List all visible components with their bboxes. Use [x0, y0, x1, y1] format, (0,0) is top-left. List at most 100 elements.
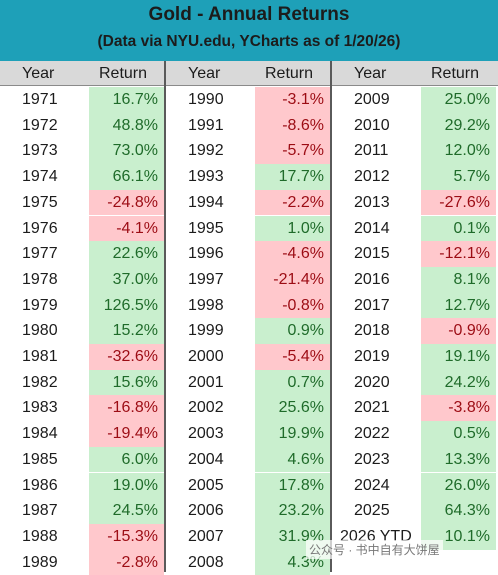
year-cell: 1989 — [22, 553, 58, 571]
return-cell: 25.0% — [421, 87, 496, 113]
table-row: 2024 26.0% — [332, 472, 498, 499]
year-cell: 1981 — [22, 348, 58, 365]
year-cell: 2020 — [354, 373, 390, 391]
year-cell: 1994 — [188, 193, 224, 211]
year-cell: 2001 — [188, 373, 224, 391]
return-cell: 0.1% — [421, 215, 496, 242]
table-row: 1987 24.5% — [0, 498, 164, 524]
header-return: Return — [99, 65, 148, 82]
table-row: 1977 22.6% — [0, 241, 164, 267]
return-cell: 17.7% — [255, 164, 330, 190]
return-cell: -15.3% — [89, 523, 164, 550]
table-row: 1982 15.6% — [0, 369, 164, 396]
return-cell: -32.6% — [89, 344, 164, 370]
year-cell: 1986 — [22, 476, 58, 494]
year-cell: 1983 — [22, 399, 58, 417]
table-row: 2018 -0.9% — [332, 318, 498, 344]
return-cell: 4.6% — [255, 446, 330, 473]
column-separator — [164, 61, 166, 572]
return-cell: 0.9% — [255, 318, 330, 344]
table-title: Gold - Annual Returns — [148, 4, 350, 25]
year-cell: 1990 — [188, 91, 224, 108]
return-cell: 16.7% — [89, 87, 164, 113]
year-cell: 1974 — [22, 168, 58, 186]
table-row: 2005 17.8% — [166, 472, 330, 499]
table-row: 2017 12.7% — [332, 292, 498, 319]
year-cell: 1993 — [188, 168, 224, 186]
year-cell: 2011 — [354, 142, 389, 160]
return-cell: 0.5% — [421, 421, 496, 447]
year-cell: 1979 — [22, 296, 58, 314]
return-cell: -19.4% — [89, 421, 164, 447]
return-cell: 23.2% — [255, 498, 330, 524]
header-return: Return — [431, 65, 480, 82]
table-row: 1983 -16.8% — [0, 395, 164, 422]
table-row: 2022 0.5% — [332, 421, 498, 447]
table-row: 1972 48.8% — [0, 112, 164, 139]
table-row: 1980 15.2% — [0, 318, 164, 344]
table-row: 2023 13.3% — [332, 446, 498, 473]
return-cell: 15.6% — [89, 369, 164, 396]
return-cell: 13.3% — [421, 446, 496, 473]
table-row: 2010 29.2% — [332, 112, 498, 139]
year-cell: 1978 — [22, 270, 58, 288]
year-cell: 1973 — [22, 142, 58, 160]
return-cell: 12.0% — [421, 138, 496, 165]
year-cell: 2005 — [188, 476, 224, 494]
column-header-group: Year Return — [0, 61, 164, 86]
table-row: 2001 0.7% — [166, 369, 330, 396]
return-cell: -5.7% — [255, 138, 330, 165]
year-cell: 1999 — [188, 322, 224, 340]
table-row: 1988 -15.3% — [0, 523, 164, 550]
table-row: 1978 37.0% — [0, 266, 164, 293]
return-cell: -3.8% — [421, 395, 496, 422]
return-cell: -24.8% — [89, 189, 164, 216]
year-cell: 1987 — [22, 502, 58, 520]
year-cell: 2019 — [354, 348, 390, 365]
table-row: 2014 0.1% — [332, 215, 498, 242]
year-cell: 1977 — [22, 245, 58, 263]
return-cell: 1.0% — [255, 215, 330, 242]
year-cell: 2025 — [354, 502, 390, 520]
return-cell: 5.7% — [421, 164, 496, 190]
year-cell: 2003 — [188, 425, 224, 443]
table-row: 1991 -8.6% — [166, 112, 330, 139]
year-cell: 2007 — [188, 527, 224, 545]
year-cell: 1998 — [188, 296, 224, 314]
year-cell: 1991 — [188, 116, 224, 134]
column-separator — [330, 61, 332, 572]
return-cell: 17.8% — [255, 472, 330, 499]
return-cell: 12.7% — [421, 292, 496, 319]
year-cell: 2016 — [354, 270, 390, 288]
header-return: Return — [265, 65, 314, 82]
year-cell: 1971 — [22, 91, 58, 108]
return-cell: -12.1% — [421, 241, 496, 267]
return-cell: -2.8% — [89, 549, 164, 575]
table-row: 2016 8.1% — [332, 266, 498, 293]
table-row: 2009 25.0% — [332, 87, 498, 113]
return-cell: -21.4% — [255, 266, 330, 293]
table-row: 2000 -5.4% — [166, 344, 330, 370]
table-row: 1986 19.0% — [0, 472, 164, 499]
table-row: 2006 23.2% — [166, 498, 330, 524]
return-cell: -2.2% — [255, 189, 330, 216]
watermark: 公众号 · 书中自有大饼屋 — [306, 540, 443, 559]
year-cell: 2009 — [354, 91, 390, 108]
year-cell: 1980 — [22, 322, 58, 340]
table-row: 2025 64.3% — [332, 498, 498, 524]
table-row: 1994 -2.2% — [166, 189, 330, 216]
year-cell: 1982 — [22, 373, 58, 391]
table-row: 1976 -4.1% — [0, 215, 164, 242]
year-cell: 1985 — [22, 450, 58, 468]
year-cell: 1975 — [22, 193, 58, 211]
table-row: 1975 -24.8% — [0, 189, 164, 216]
return-cell: 126.5% — [89, 292, 164, 319]
year-cell: 2010 — [354, 116, 390, 134]
year-cell: 2012 — [354, 168, 390, 186]
year-cell: 2018 — [354, 322, 390, 340]
header-year: Year — [354, 65, 387, 82]
table-row: 1999 0.9% — [166, 318, 330, 344]
header-year: Year — [188, 65, 221, 82]
table-row: 1997 -21.4% — [166, 266, 330, 293]
return-cell: 66.1% — [89, 164, 164, 190]
